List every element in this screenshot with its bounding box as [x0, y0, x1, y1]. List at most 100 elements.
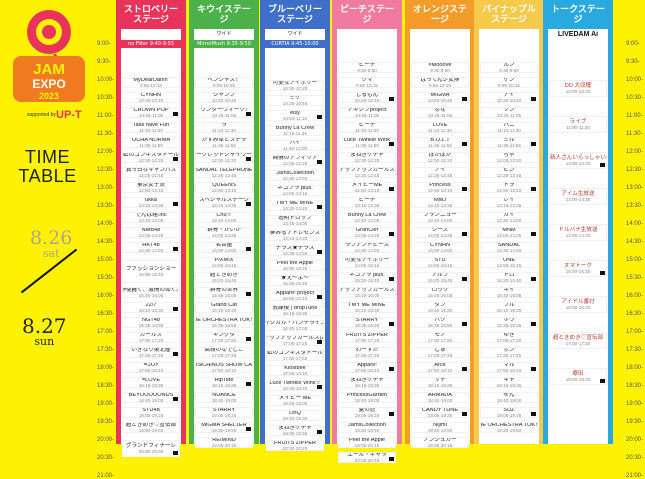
event-slot[interactable]: Task have Fun 11:10-11:30: [122, 122, 180, 133]
event-slot[interactable]: ネコプラ plus. 15:20-15:40: [338, 271, 396, 284]
event-slot[interactable]: CROWN POP 10:45-11:05: [122, 107, 180, 118]
event-slot[interactable]: わーすた 17:25-17:45: [338, 347, 396, 358]
event-slot[interactable]: 22/7 16:10-16:30: [122, 302, 180, 313]
event-slot[interactable]: マジカル・パンチライン 16:40-17:00: [266, 320, 324, 331]
event-slot[interactable]: FRUITS ZIPPER 20:00-20:20: [266, 440, 324, 451]
event-slot[interactable]: 可愛なアイボリー 14:55-15:15: [338, 257, 396, 268]
event-slot[interactable]: ちゃ 12:00-12:20: [480, 152, 538, 163]
event-slot[interactable]: ドルバナ生放送 14:00-14:30: [549, 224, 607, 241]
event-slot[interactable]: ONE 14:55-15:15: [480, 257, 538, 268]
event-slot[interactable]: じゅ 17:25-17:45: [411, 347, 469, 358]
event-slot[interactable]: 夢みるアドレセンス 14:10-14:30: [266, 230, 324, 241]
event-slot[interactable]: B.O.L.T 11:35-11:55: [411, 136, 469, 149]
event-slot[interactable]: まねきケチャ 18:15-18:35: [338, 377, 396, 388]
event-slot[interactable]: Bunny La Crew 11:15-11:35: [266, 125, 324, 136]
event-slot[interactable]: 虹のコンキスタドール 17:30-17:50: [266, 350, 324, 361]
event-slot[interactable]: ばってん少女隊 9:55-10:15: [411, 77, 469, 88]
event-slot[interactable]: ぜん 18:40-19:00: [480, 392, 538, 403]
event-slot[interactable]: 名古屋 14:30-14:50: [195, 242, 253, 253]
event-slot[interactable]: キャ 18:15-18:35: [480, 377, 538, 388]
event-slot[interactable]: ポン 17:25-17:45: [480, 347, 538, 358]
event-slot[interactable]: STU 14:55-15:15: [411, 257, 469, 268]
event-slot[interactable]: 放課後 | dropTune 16:15-16:35: [266, 305, 324, 316]
event-slot[interactable]: 療田 18:00-18:30: [549, 368, 607, 385]
event-slot[interactable]: エール・キャラ 20:20-20:40: [338, 451, 396, 464]
event-slot[interactable]: アキシブproject 10:45-11:05: [338, 107, 396, 118]
event-slot[interactable]: マル 17:50-18:10: [480, 361, 538, 374]
event-slot[interactable]: じるもん 10:20-10:40: [338, 91, 396, 104]
event-slot[interactable]: ロック 15:45-16:05: [411, 287, 469, 298]
event-slot[interactable]: ハイ 11:40-12:00: [266, 140, 324, 151]
event-slot[interactable]: ガールズ 17:00-17:20: [122, 332, 180, 343]
event-slot[interactable]: QUEENS 12:50-13:10: [195, 181, 253, 194]
event-slot[interactable]: RE/MIND 19:55-20:15: [195, 437, 253, 448]
event-slot[interactable]: STU48 19:05-19:25: [122, 406, 180, 419]
event-slot[interactable]: Luce Twinkle Wink☆ 18:20-18:40: [266, 379, 324, 392]
event-slot[interactable]: CANDY TUNE 19:05-19:25: [411, 406, 469, 419]
event-slot[interactable]: Grand Cat 16:10-16:30: [195, 302, 253, 313]
event-slot[interactable]: ジーズ 14:05-14:25: [411, 226, 469, 239]
event-slot[interactable]: ダン 16:10-16:30: [411, 302, 469, 313]
event-slot[interactable]: Kloslbee 17:55-18:15: [266, 365, 324, 376]
event-slot[interactable]: ワンダーウィーク♪ 10:45-11:05: [195, 107, 253, 118]
event-slot[interactable]: 夏の恋 19:05-19:25: [338, 406, 396, 419]
event-slot[interactable]: キングダ 17:00-17:20: [195, 332, 253, 343]
event-slot[interactable]: LOVE 11:10-11:30: [411, 122, 469, 133]
event-slot[interactable]: STARRY 16:35-16:55: [338, 316, 396, 329]
event-slot[interactable]: ジャンプ 10:20-10:40: [195, 91, 253, 104]
event-slot[interactable]: 高嶺のなでしこ 17:25-17:45: [195, 347, 253, 358]
event-slot[interactable]: #Mooove 9:30-9:50: [411, 62, 469, 73]
event-slot[interactable]: スペシャルステージ 13:15-13:35: [195, 197, 253, 208]
event-slot[interactable]: モノ 17:00-17:20: [411, 332, 469, 343]
event-slot[interactable]: ハク 16:35-16:55: [411, 316, 469, 329]
event-slot[interactable]: アイドル番付 16:00-16:30: [549, 296, 607, 313]
event-slot[interactable]: サテ 18:15-18:35: [411, 377, 469, 388]
event-slot[interactable]: I MY ME MINE 16:10-16:30: [338, 302, 396, 313]
event-slot[interactable]: ミル 11:35-11:55: [480, 136, 538, 149]
event-slot[interactable]: ファッションショー 15:00-15:40: [122, 260, 180, 284]
event-slot[interactable]: いぎなり東北産 17:25-17:45: [122, 347, 180, 358]
event-slot[interactable]: アップアップガールズ 15:45-16:05: [338, 287, 396, 298]
event-slot[interactable]: Peel the Apple 19:55-20:15: [338, 437, 396, 448]
event-slot[interactable]: 超ときめき♡宣伝部 19:30-19:50: [122, 422, 180, 433]
event-slot[interactable]: 純情のアフィリア 12:05-12:25: [266, 154, 324, 167]
event-slot[interactable]: SUZ 19:05-19:25: [480, 406, 538, 419]
event-slot[interactable]: アイム生放送 13:00-13:30: [549, 188, 607, 205]
event-slot[interactable]: テラス★テラス 14:35-14:55: [266, 244, 324, 257]
event-slot[interactable]: ピン 12:25-12:45: [480, 167, 538, 178]
event-slot[interactable]: NGT48 16:35-16:55: [122, 316, 180, 329]
event-slot[interactable]: でんぱ組.inc 13:40-14:00: [122, 212, 180, 223]
event-slot[interactable]: Appare! project 15:50-16:10: [266, 289, 324, 302]
event-slot[interactable]: レイ 13:15-13:35: [480, 197, 538, 208]
event-slot[interactable]: SANDAL TELEPHONE 12:25-12:45: [195, 167, 253, 178]
event-slot[interactable]: ゆき 17:00-17:20: [480, 332, 538, 343]
event-slot[interactable]: ノンシュガー 19:55-20:15: [411, 437, 469, 448]
event-slot[interactable]: ケン 9:55-10:15: [480, 77, 538, 88]
event-slot[interactable]: THE ORCHESTRA TOKYO19:30-19:50: [480, 422, 538, 433]
event-slot[interactable]: Nijimi 19:30-19:50: [411, 422, 469, 433]
event-slot[interactable]: MyDearDarlin' 9:55-10:15: [122, 77, 180, 88]
event-slot[interactable]: Peel the Apple 15:00-15:20: [266, 260, 324, 271]
event-slot[interactable]: ノイ 12:25-12:45: [411, 167, 469, 178]
event-slot[interactable]: ルン 9:30-9:50: [480, 62, 538, 73]
event-slot[interactable]: トロ 15:20-15:40: [480, 271, 538, 284]
event-slot[interactable]: ぽかぽか 12:00-12:20: [411, 152, 469, 163]
event-slot[interactable]: かすみ草とステラ 11:35-11:55: [195, 136, 253, 149]
event-slot[interactable]: アップアップガールズ(2) 17:05-17:25: [266, 334, 324, 347]
event-slot[interactable]: LinQ 19:10-19:30: [266, 410, 324, 421]
event-slot[interactable]: MIGMA SHELTER 19:30-19:50: [195, 422, 253, 433]
event-slot[interactable]: CYNHN 14:30-14:50: [411, 242, 469, 253]
event-slot[interactable]: ラブアンドピース 14:30-14:50: [338, 242, 396, 253]
event-slot[interactable]: Bunny La Crew 13:40-14:00: [338, 212, 396, 223]
event-slot[interactable]: まねきケチャ 12:00-12:20: [338, 152, 396, 163]
event-slot[interactable]: 可愛なアイボリー 10:00-10:20: [266, 80, 324, 91]
event-slot[interactable]: メイビー ME 18:45-19:05: [266, 395, 324, 406]
event-slot[interactable]: JamsCollection 12:30-12:50: [266, 170, 324, 181]
event-slot[interactable]: ライブ 11:00-11:30: [549, 116, 607, 133]
event-slot[interactable]: FRUITS ZIPPER 17:00-17:20: [338, 332, 396, 343]
event-slot[interactable]: ソン 10:45-11:05: [480, 107, 538, 118]
event-slot[interactable]: ARMADA 18:40-19:00: [411, 392, 469, 403]
event-slot[interactable]: THE ORCHESTRA TOKYO16:35-16:55: [195, 316, 253, 329]
event-slot[interactable]: ドラ 12:50-13:10: [480, 181, 538, 194]
event-slot[interactable]: ハニ 11:10-11:30: [480, 122, 538, 133]
